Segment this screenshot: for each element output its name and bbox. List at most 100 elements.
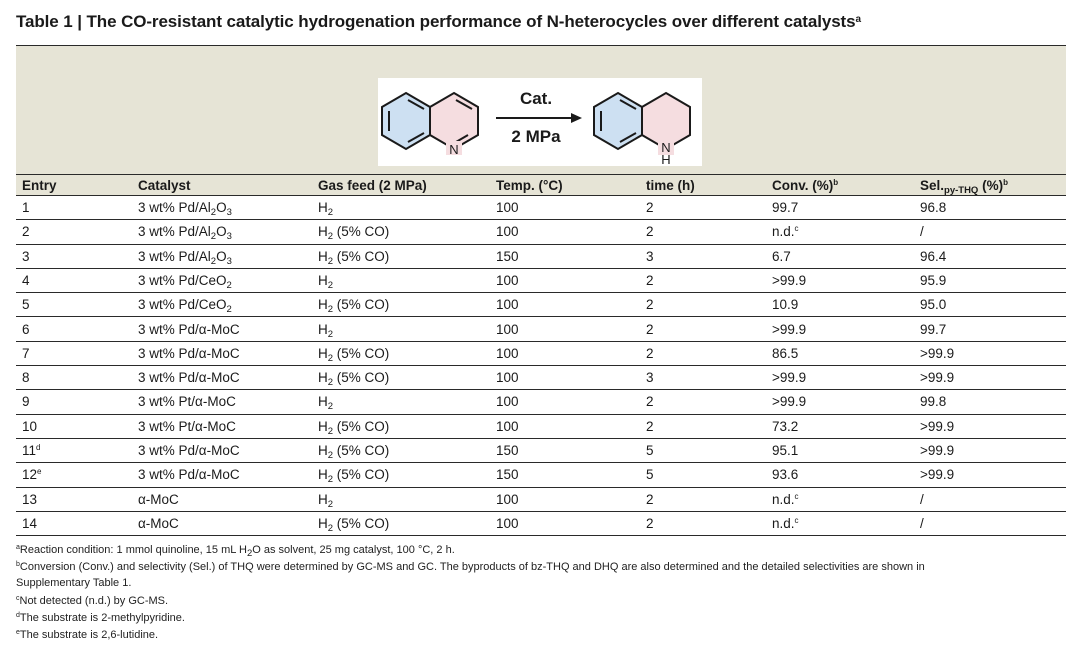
- gas-subscript: 2: [327, 328, 334, 340]
- entry-mark: d: [36, 443, 41, 452]
- catalyst-text: 3 wt% Pd/Al: [138, 200, 211, 215]
- cell-conversion: n.d.c: [772, 492, 799, 507]
- entry-number: 6: [22, 321, 30, 337]
- cell-temperature: 150: [496, 443, 519, 458]
- cell-gas-feed: H2: [318, 322, 333, 340]
- entry-number: 7: [22, 345, 30, 361]
- cell-conversion: n.d.c: [772, 516, 799, 531]
- catalyst-subscript: 2: [210, 207, 217, 218]
- conversion-value: >99.9: [772, 272, 807, 288]
- cell-entry: 13: [22, 492, 37, 507]
- entry-mark: e: [37, 467, 42, 477]
- cell-conversion: 93.6: [772, 467, 798, 482]
- footnote-c-mark: c: [16, 595, 20, 602]
- cell-time: 2: [646, 200, 654, 215]
- cell-selectivity: >99.9: [920, 418, 955, 434]
- footnote-a: aReaction condition: 1 mmol quinoline, 1…: [16, 544, 455, 559]
- reaction-scheme: N Cat. 2 MPa N H: [378, 78, 702, 167]
- gas-text: H: [318, 297, 328, 313]
- gas-subscript: 2: [327, 279, 334, 291]
- entry-number: 14: [22, 515, 38, 531]
- cell-gas-feed: H2 (5% CO): [318, 467, 389, 485]
- catalyst-subscript-2: 3: [226, 255, 232, 267]
- cell-temperature: 100: [496, 491, 519, 507]
- table-row: 14 α-MoC H2 (5% CO) 100 2 n.d.c /: [16, 512, 1066, 537]
- catalyst-subscript-2: 3: [226, 207, 232, 218]
- catalyst-text: 3 wt% Pd/Al: [138, 224, 211, 240]
- entry-number: 8: [22, 370, 30, 386]
- cell-time: 3: [646, 248, 654, 264]
- cell-selectivity: >99.9: [920, 443, 955, 458]
- cell-gas-feed: H2: [318, 200, 333, 218]
- entry-number: 11: [22, 443, 37, 458]
- arrow-catalyst-label: Cat.: [520, 89, 552, 108]
- cell-temperature: 100: [496, 200, 519, 215]
- cell-conversion: 95.1: [772, 443, 798, 458]
- cell-catalyst: 3 wt% Pd/α-MoC: [138, 467, 240, 485]
- catalyst-text: 3 wt% Pd/α-MoC: [138, 345, 240, 361]
- cell-selectivity: 95.0: [920, 297, 947, 313]
- table-row: 9 3 wt% Pt/α-MoC H2 100 2 >99.9 99.8: [16, 390, 1066, 415]
- footnote-c-text: Not detected (n.d.) by GC-MS.: [19, 595, 169, 607]
- gas-subscript: 2: [327, 474, 334, 486]
- quinoline-nitrogen-label: N: [449, 142, 458, 157]
- catalyst-text: 3 wt% Pd/α-MoC: [138, 370, 240, 386]
- catalyst-text: 3 wt% Pd/α-MoC: [138, 467, 240, 483]
- cell-gas-feed: H2 (5% CO): [318, 297, 389, 315]
- cell-catalyst: 3 wt% Pd/Al2O3: [138, 224, 232, 242]
- cell-selectivity: /: [920, 491, 924, 507]
- cell-catalyst: 3 wt% Pd/Al2O3: [138, 249, 232, 267]
- entry-number: 9: [22, 394, 30, 410]
- cell-temperature: 100: [496, 394, 519, 410]
- thq-hydrogen-label: H: [661, 152, 670, 166]
- table-row: 1 3 wt% Pd/Al2O3 H2 100 2 99.7 96.8: [16, 196, 1066, 221]
- conversion-value: 86.5: [772, 345, 799, 361]
- cell-gas-feed: H2: [318, 273, 333, 291]
- table-row: 3 3 wt% Pd/Al2O3 H2 (5% CO) 150 3 6.7 96…: [16, 245, 1066, 269]
- catalyst-text-mid: O: [216, 248, 227, 264]
- gas-text-rest: (5% CO): [333, 370, 390, 386]
- cell-catalyst: α-MoC: [138, 516, 179, 534]
- catalyst-subscript: 2: [226, 304, 232, 316]
- catalyst-text: 3 wt% Pt/α-MoC: [138, 394, 236, 410]
- catalyst-subscript-2: 3: [226, 231, 232, 243]
- table-row: 7 3 wt% Pd/α-MoC H2 (5% CO) 100 2 86.5 >…: [16, 342, 1066, 367]
- header-temperature: Temp. (°C): [496, 178, 563, 193]
- cell-selectivity: /: [920, 515, 924, 531]
- table-row: 11d 3 wt% Pd/α-MoC H2 (5% CO) 150 5 95.1…: [16, 439, 1066, 464]
- cell-conversion: n.d.c: [772, 224, 799, 239]
- gas-text: H: [318, 345, 328, 361]
- cell-selectivity: 95.9: [920, 272, 947, 288]
- conversion-value: n.d.: [772, 491, 795, 507]
- table-title-text: Table 1 | The CO-resistant catalytic hyd…: [16, 12, 856, 31]
- footnote-b-continued: Supplementary Table 1.: [16, 577, 132, 589]
- gas-subscript: 2: [327, 352, 334, 364]
- cell-catalyst: 3 wt% Pd/CeO2: [138, 273, 232, 291]
- gas-text: H: [318, 272, 328, 288]
- gas-subscript: 2: [327, 231, 334, 243]
- footnote-d-mark: d: [16, 612, 20, 619]
- cell-catalyst: 3 wt% Pd/CeO2: [138, 297, 232, 315]
- footnote-e-mark: e: [16, 629, 20, 636]
- arrow-pressure-label: 2 MPa: [511, 127, 561, 146]
- table-title: Table 1 | The CO-resistant catalytic hyd…: [16, 12, 861, 32]
- footnote-b-text: Conversion (Conv.) and selectivity (Sel.…: [19, 561, 925, 573]
- catalyst-text: α-MoC: [138, 515, 179, 531]
- cell-selectivity: >99.9: [920, 467, 955, 483]
- gas-text: H: [318, 370, 328, 386]
- cell-selectivity: 96.8: [920, 200, 947, 215]
- gas-text: H: [318, 248, 328, 264]
- cell-entry: 1: [22, 200, 30, 215]
- cell-time: 5: [646, 443, 654, 458]
- gas-subscript: 2: [327, 377, 334, 389]
- gas-subscript: 2: [327, 401, 334, 413]
- footnote-d-text: The substrate is 2-methylpyridine.: [19, 612, 185, 624]
- cell-temperature: 100: [496, 224, 519, 240]
- conversion-value: >99.9: [772, 370, 807, 386]
- footnote-a-subscript: 2: [246, 548, 253, 559]
- gas-text-rest: (5% CO): [333, 418, 390, 434]
- cell-temperature: 100: [496, 272, 519, 288]
- entry-number: 12: [22, 467, 38, 483]
- cell-conversion: >99.9: [772, 394, 806, 409]
- catalyst-text: 3 wt% Pd/CeO: [138, 272, 227, 288]
